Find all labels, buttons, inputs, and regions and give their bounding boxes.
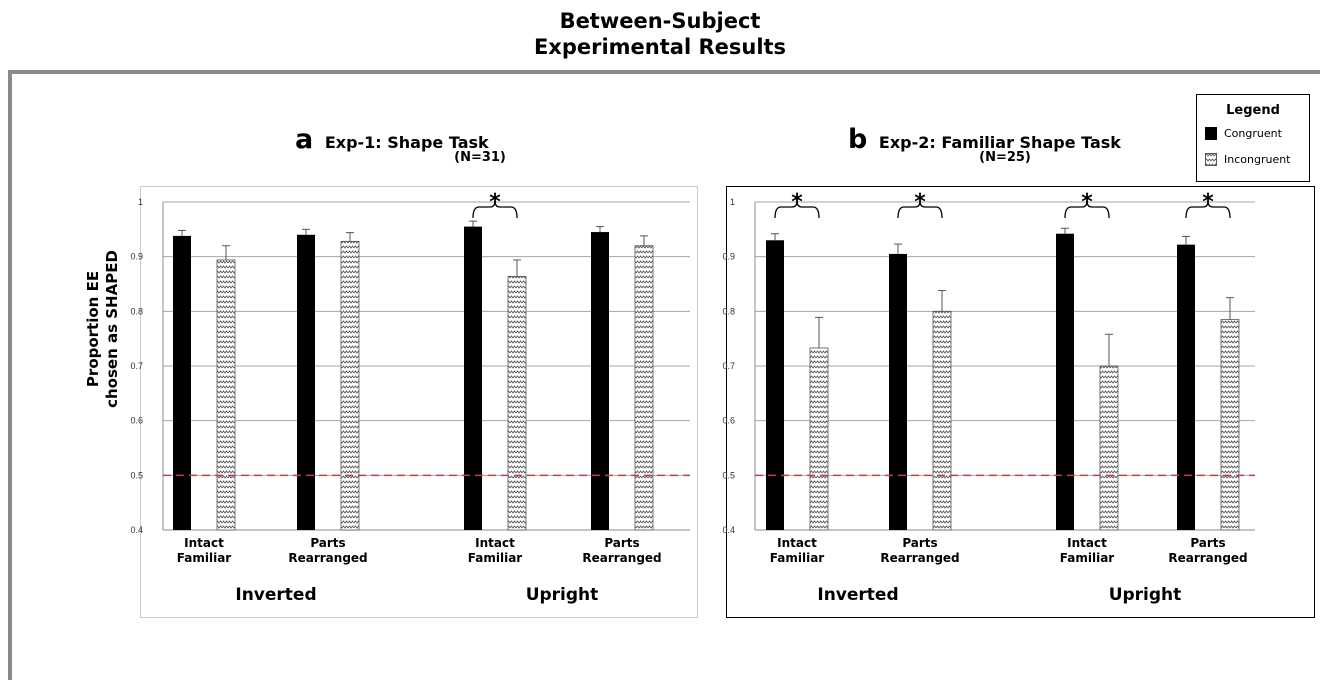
- panel-b-bar-incongruent: [1220, 319, 1240, 531]
- panel-b-group-label: Inverted: [817, 585, 898, 605]
- panel-b-significance-bracket: [774, 200, 820, 219]
- panel-b-bar-congruent: [1056, 233, 1074, 530]
- panel-b-category-label: Familiar: [770, 551, 825, 565]
- panel-b-significance-bracket: [1064, 200, 1110, 219]
- panel-a-bar-incongruent: [340, 240, 360, 531]
- panel-b-y-tick-label: 0.9: [722, 252, 735, 262]
- panel-a-y-tick-label: 0.8: [130, 306, 143, 316]
- panel-b-category-label: Rearranged: [880, 551, 959, 565]
- panel-a-category-label: Intact: [184, 536, 224, 550]
- panel-b-category-label: Familiar: [1060, 551, 1115, 565]
- panel-a-y-tick-label: 0.4: [130, 525, 143, 535]
- panel-b-bar-congruent: [889, 253, 907, 530]
- panel-a-y-tick-label: 0.6: [130, 416, 143, 426]
- panel-a-letter: a: [295, 124, 314, 155]
- panel-a-significance-star: *: [489, 190, 501, 215]
- panel-a-category-label: Familiar: [468, 551, 523, 565]
- panel-b-y-tick-label: 1: [730, 197, 735, 207]
- panel-b-group-label: Upright: [1109, 585, 1182, 605]
- panel-a-bar-congruent: [591, 232, 609, 531]
- panel-a-y-tick-label: 0.9: [130, 252, 143, 262]
- panel-a-category-label: Parts: [604, 536, 639, 550]
- panel-b-frame: [726, 186, 1315, 618]
- panel-a-bar-incongruent: [216, 259, 236, 531]
- panel-a-category-label: Rearranged: [582, 551, 661, 565]
- panel-b-significance-bracket: [897, 200, 943, 219]
- figure-title-line2: Experimental Results: [533, 35, 787, 59]
- panel-b-y-tick-label: 0.8: [722, 306, 735, 316]
- legend-label-incongruent: Incongruent: [1224, 153, 1291, 166]
- panel-b-bar-incongruent: [809, 347, 829, 531]
- panel-b-heading: b Exp-2: Familiar Shape Task: [848, 124, 1121, 155]
- outer-frame: [8, 70, 1320, 680]
- panel-b-letter: b: [848, 124, 868, 155]
- panel-b-y-tick-label: 0.7: [722, 361, 735, 371]
- panel-b-significance-star: *: [1081, 190, 1093, 215]
- panel-a-bar-congruent: [173, 235, 191, 531]
- panel-b-bar-congruent: [766, 240, 784, 530]
- panel-a-group-label: Inverted: [235, 585, 316, 605]
- panel-a-bar-incongruent: [507, 275, 527, 531]
- panel-a-bar-congruent: [464, 226, 482, 530]
- panel-b-category-label: Intact: [1067, 536, 1107, 550]
- panel-b-y-tick-label: 0.5: [722, 470, 735, 480]
- panel-b-y-tick-label: 0.6: [722, 416, 735, 426]
- panel-b-category-label: Parts: [902, 536, 937, 550]
- panel-b-significance-bracket: [1185, 200, 1231, 219]
- panel-a-bar-incongruent: [634, 245, 654, 531]
- legend-label-congruent: Congruent: [1224, 127, 1282, 140]
- legend-swatch-congruent: [1205, 127, 1217, 140]
- panel-a-category-label: Rearranged: [288, 551, 367, 565]
- panel-a-subtitle: (N=31): [454, 150, 506, 165]
- panel-a-group-label: Upright: [526, 585, 599, 605]
- panel-b-category-label: Parts: [1190, 536, 1225, 550]
- panel-a-title: Exp-1: Shape Task: [324, 133, 489, 152]
- panel-a-y-tick-label: 0.7: [130, 361, 143, 371]
- panel-b-title: Exp-2: Familiar Shape Task: [878, 133, 1121, 152]
- legend-title: Legend: [1226, 103, 1280, 118]
- panel-b-category-label: Intact: [777, 536, 817, 550]
- panel-a-category-label: Parts: [310, 536, 345, 550]
- panel-b-significance-star: *: [914, 190, 926, 215]
- panel-b-significance-star: *: [791, 190, 803, 215]
- panel-b-y-tick-label: 0.4: [722, 525, 735, 535]
- panel-a-category-label: Familiar: [177, 551, 232, 565]
- panel-a-heading: a Exp-1: Shape Task: [295, 124, 489, 155]
- panel-a-frame: [140, 186, 698, 618]
- panel-a-y-tick-label: 1: [138, 197, 143, 207]
- panel-b-subtitle: (N=25): [979, 150, 1031, 165]
- panel-b-bar-incongruent: [932, 310, 952, 531]
- panel-b-bar-incongruent: [1099, 365, 1119, 531]
- panel-a-bar-congruent: [297, 234, 315, 531]
- panel-a-category-label: Intact: [475, 536, 515, 550]
- panel-a-chart: 0.40.50.60.70.80.91 *IntactFamiliarPartsR…: [130, 190, 690, 605]
- panel-a-significance-bracket: [472, 200, 518, 219]
- panel-b-significance-star: *: [1202, 190, 1214, 215]
- figure-title: Between-Subject Experimental Results: [0, 8, 1320, 60]
- panel-a-y-tick-label: 0.5: [130, 470, 143, 480]
- panel-b-chart: 0.40.50.60.70.80.91 * * * *IntactFamiliarPar…: [722, 190, 1255, 605]
- panel-b-category-label: Rearranged: [1168, 551, 1247, 565]
- panel-b-bar-congruent: [1177, 244, 1195, 530]
- legend-swatch-incongruent: [1205, 153, 1217, 166]
- legend: Legend Congruent Incongruent: [1196, 94, 1310, 182]
- figure-title-line1: Between-Subject: [559, 9, 761, 33]
